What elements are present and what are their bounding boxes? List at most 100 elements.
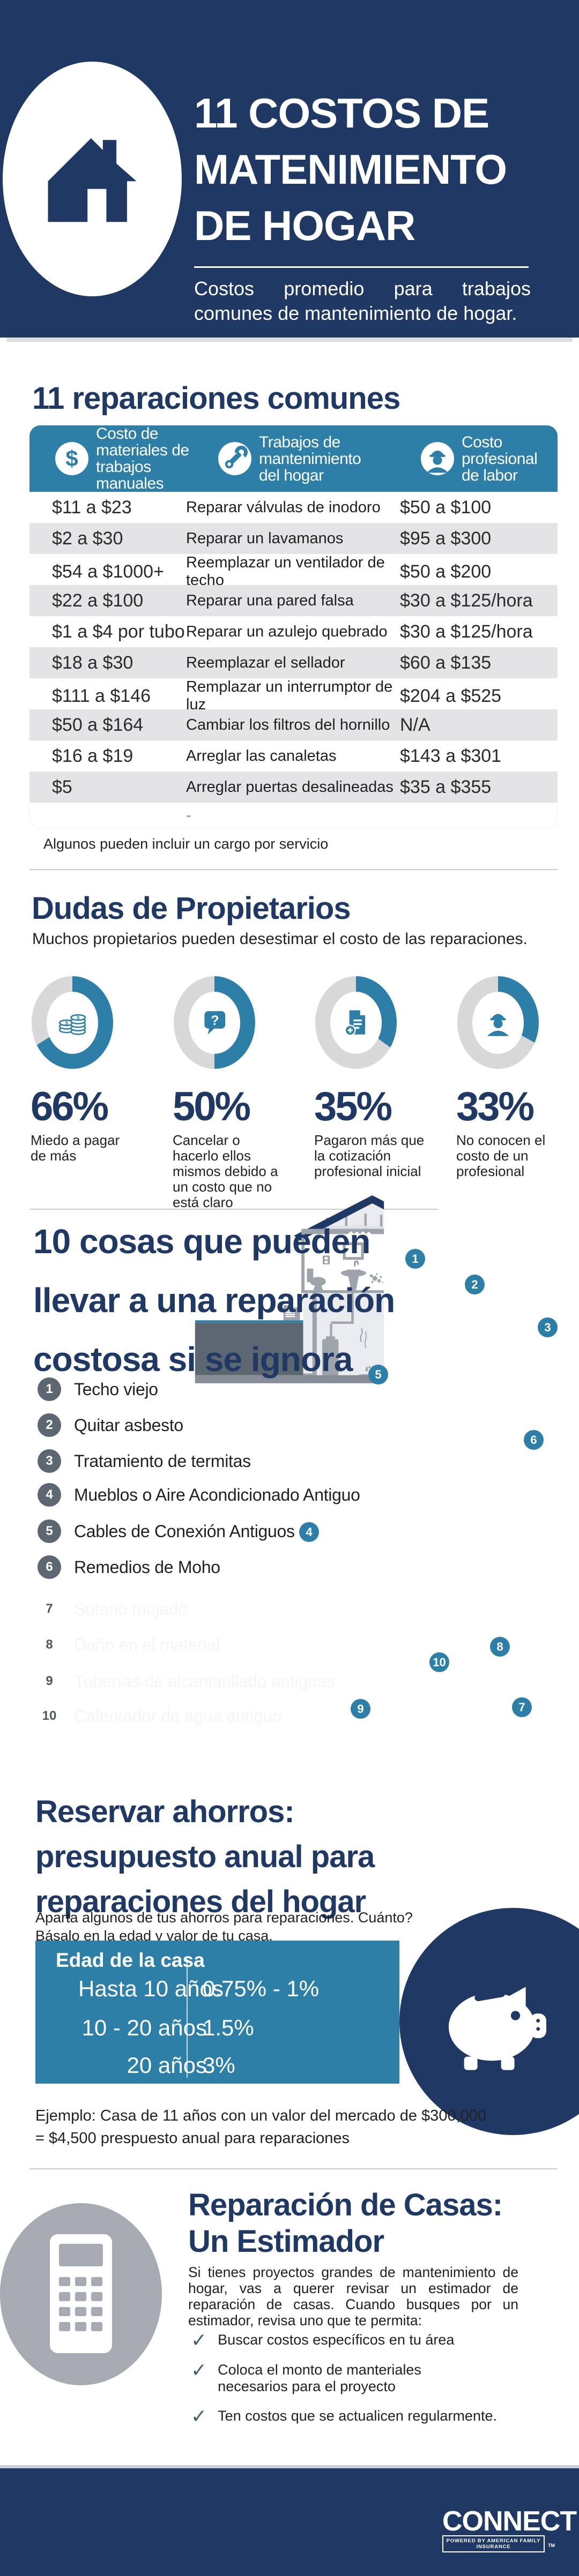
donut-value-66: 66% [31,1084,109,1129]
savings-age-2: 10 - 20 años [81,2015,207,2040]
donut-desc-50: Cancelar o hacerlo ellos mismos debido a… [173,1132,278,1210]
cell-material: $16 a $19 [52,745,133,766]
donut-desc-35: Pagaron más que la cotización profesiona… [314,1132,425,1179]
item-text: Quitar asbesto [74,1415,183,1435]
table-row: $1 a $4 por tubo Reparar un azulejo quebr… [29,616,558,647]
worker-icon [487,1013,509,1036]
donut-value-33: 33% [456,1084,535,1129]
section-divider [29,869,558,870]
table-row: $11 a $23 Reparar válvulas de inodoro $50 … [29,492,558,523]
basement-list-panel [195,1322,303,1375]
cell-trabajo: Reparar un lavamanos [186,529,344,547]
diagram-marker-5: 5 [368,1365,388,1384]
cell-material: $22 a $100 [52,590,144,611]
savings-table-divider [187,1959,188,2078]
question-bubble-icon: ? [204,1010,226,1035]
checklist-item-2: ✓ Coloca el monto de manteriales necesar… [191,2361,486,2395]
dollar-circle-icon: $ [55,442,88,475]
list-item-8: 8 Daño en el material [38,1633,220,1657]
section-divider [29,2168,558,2169]
connect-logo: CONNECT [442,2506,577,2537]
cell-trabajo: Reemplazar el sellador [186,654,345,671]
window-pane [345,1245,361,1257]
donut-desc-66: Miedo a pagar de más [31,1132,120,1164]
cell-trabajo: Reparar una pared falsa [186,591,354,609]
header-subtitle: Costos promedio para trabajos comunes de… [194,278,531,324]
ten-things-heading-line3: costosa si se ignora [33,1340,353,1379]
cell-labor: $60 a $135 [400,652,492,673]
table-row: $18 a $30 Reemplazar el sellador $60 a $13… [29,647,558,678]
header-title-line2: MATENIMIENTO [194,146,507,193]
repairs-heading: 11 reparaciones comunes [32,381,400,416]
pedestal-sink [340,1260,366,1291]
cell-material: $54 a $1000+ [52,561,164,582]
ceiling-band [301,1229,384,1234]
item-text: Mueblos o Aire Acondicionado Antiguo [74,1485,360,1504]
savings-pct-1: 0.75% - 1% [203,1976,320,2001]
mold-spots [369,1273,383,1284]
item-number: 7 [38,1597,61,1621]
check-icon: ✓ [191,2406,207,2428]
cell-trabajo: Reemplazar un ventilador de techo [186,554,385,589]
cell-labor: $143 a $301 [400,745,502,766]
ground-blue-bar [195,1320,303,1323]
ac-unit [283,1305,300,1321]
ten-things-heading-line1: 10 cosas que pueden [33,1222,370,1261]
cell-labor: $95 a $300 [400,528,492,549]
estimate-document-icon [344,1010,366,1036]
list-item-10: 10 Calentador de agua antiguo [38,1704,281,1728]
savings-intro-line1: Aparta algunos de tus ahorros para repar… [35,1909,413,1926]
cell-labor: $30 a $125/hora [400,621,533,642]
outlet [322,1255,330,1264]
section-divider [29,1209,438,1210]
item-text: Remedios de Moho [74,1557,220,1577]
item-number: 9 [38,1669,61,1693]
connect-tagline: POWERED BY AMERICAN FAMILY INSURANCE [442,2535,545,2552]
item-text: Sótano mojado [74,1599,188,1619]
checklist-text: Coloca el monto de manteriales necesario… [218,2362,421,2394]
diagram-marker-6: 6 [524,1430,544,1450]
trademark-symbol: TM [548,2543,555,2548]
donut-chart-50: ? [174,976,255,1069]
item-text: Calentador de agua antiguo [74,1706,282,1726]
savings-heading-line1: Reservar ahorros: [35,1794,295,1829]
ceiling-tear [347,1231,372,1234]
list-item-3: 3 Tratamiento de termitas [38,1449,251,1473]
savings-heading-line3: reparaciones del hogar [35,1884,366,1919]
cell-trabajo: Reparar válvulas de inodoro [186,498,381,516]
savings-table-title: Edad de la casa [56,1949,205,1971]
estimator-heading-line2: Un Estimador [188,2224,384,2259]
check-icon: ✓ [191,2330,207,2352]
item-text: Daño en el material [74,1635,220,1654]
table-row: $16 a $19 Arreglar las canaletas $143 a $3… [29,740,558,772]
cell-labor: $50 a $200 [400,561,492,582]
donut-chart-33 [457,976,539,1069]
toilet [307,1268,326,1291]
left-wall [301,1234,305,1293]
savings-table: Edad de la casa Hasta 10 años 0.75% - 1%… [35,1941,399,2084]
item-number: 6 [38,1555,61,1579]
list-item-4: 4 Mueblos o Aire Acondicionado Antiguo [38,1483,360,1507]
svg-text:$: $ [65,446,78,471]
list-item-1: 1 Techo viejo [38,1377,158,1401]
diagram-marker-3: 3 [538,1317,558,1337]
savings-example-line2: = $4,500 prespuesto anual para reparacio… [35,2130,350,2147]
column-label-labor: Costo profesional de labor [462,433,538,484]
checklist-item-3: ✓ Ten costos que se actualicen regularme… [191,2406,518,2428]
table-row-empty: - [29,803,558,828]
header-edge-line [6,338,573,342]
diagram-marker-10: 10 [429,1652,449,1672]
piggy-bank-icon [448,1986,546,2070]
table-note: Algunos pueden incluir un cargo por serv… [43,836,329,852]
dudas-heading: Dudas de Propietarios [32,891,351,926]
diagram-marker-2: 2 [465,1275,485,1294]
water-heater [322,1336,339,1381]
table-row: $54 a $1000+ Reemplazar un ventilador de … [29,554,558,589]
diagram-marker-7: 7 [512,1697,532,1717]
cell-material: $50 a $164 [52,714,144,735]
cell-material: $111 a $146 [52,685,151,706]
wall-crack [360,1328,367,1349]
savings-age-3: 20 años [127,2053,207,2078]
donut-value-50: 50% [173,1084,251,1129]
